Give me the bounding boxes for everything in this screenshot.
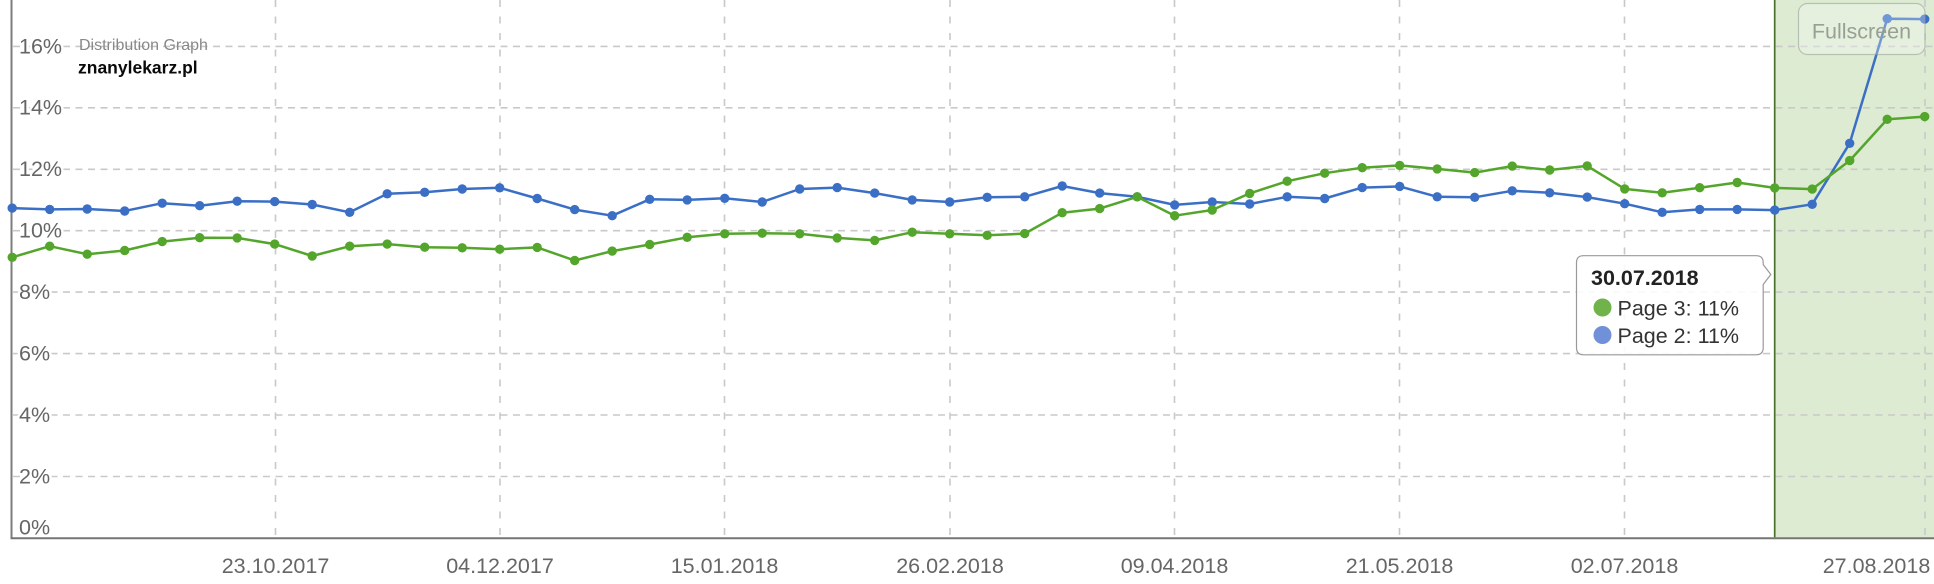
svg-text:23.10.2017: 23.10.2017 (222, 554, 330, 578)
svg-text:27.08.2018: 27.08.2018 (1823, 554, 1931, 578)
svg-text:15.01.2018: 15.01.2018 (671, 554, 779, 578)
svg-text:6%: 6% (19, 342, 50, 366)
svg-text:09.04.2018: 09.04.2018 (1121, 554, 1229, 578)
svg-text:Distribution Graph: Distribution Graph (79, 37, 208, 54)
svg-text:04.12.2017: 04.12.2017 (446, 554, 554, 578)
svg-text:znanylekarz.pl: znanylekarz.pl (78, 57, 198, 77)
svg-text:4%: 4% (19, 403, 50, 427)
svg-text:10%: 10% (19, 219, 62, 243)
svg-text:14%: 14% (19, 96, 62, 120)
svg-text:02.07.2018: 02.07.2018 (1571, 554, 1679, 578)
svg-text:8%: 8% (19, 280, 50, 304)
svg-text:Page 2: 11%: Page 2: 11% (1618, 324, 1740, 348)
svg-text:21.05.2018: 21.05.2018 (1346, 554, 1454, 578)
svg-text:2%: 2% (19, 464, 50, 488)
svg-text:16%: 16% (19, 34, 62, 58)
svg-text:12%: 12% (19, 157, 62, 181)
svg-text:0%: 0% (19, 515, 50, 539)
svg-text:26.02.2018: 26.02.2018 (896, 554, 1004, 578)
svg-text:Fullscreen: Fullscreen (1812, 20, 1911, 44)
svg-text:30.07.2018: 30.07.2018 (1591, 266, 1699, 290)
svg-text:Page 3: 11%: Page 3: 11% (1618, 297, 1740, 321)
